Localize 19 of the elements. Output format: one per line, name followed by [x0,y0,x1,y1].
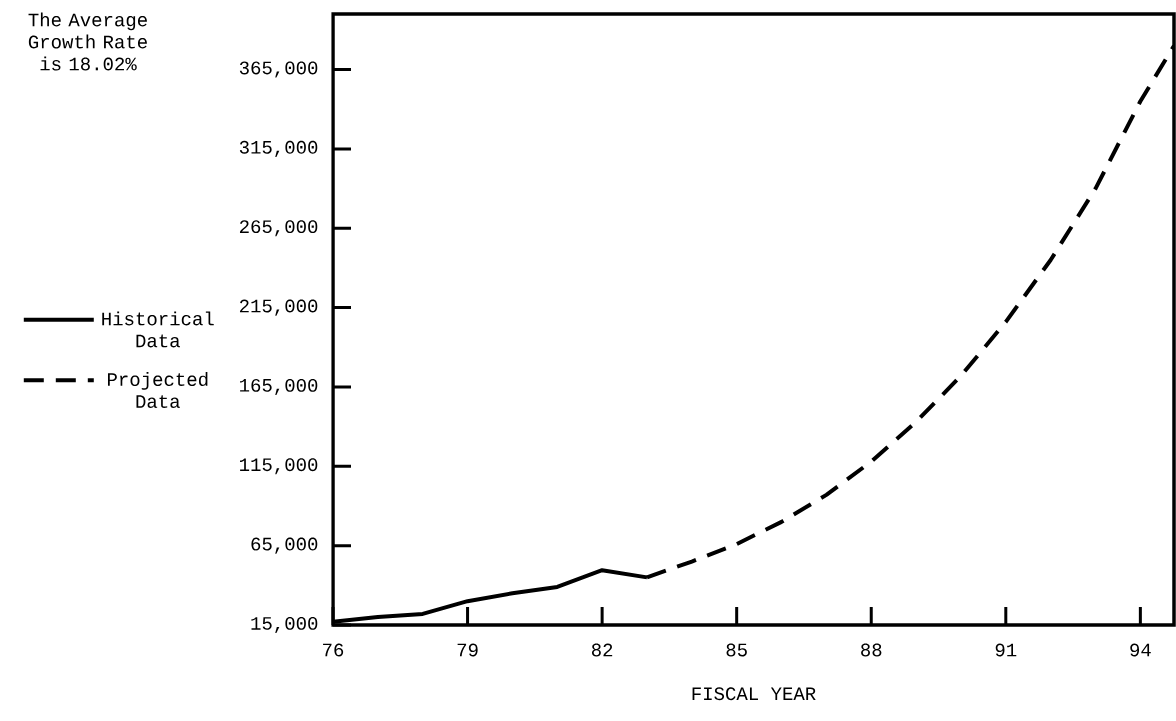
x-tick-label: 82 [591,643,613,657]
x-tick-label: 88 [861,643,882,657]
x-axis-title: FISCAL YEAR [692,687,816,701]
legend-label: Projected Data [107,372,208,408]
text: The Average Growth Rate is 18.02% [28,12,147,71]
y-tick-label: 265,000 [239,220,318,237]
x-tick-label: 91 [995,643,1017,657]
y-tick-label: 15,000 [251,616,318,634]
y-tick-label: 215,000 [239,299,318,316]
y-tick-label: 165,000 [240,378,318,395]
y-tick-label: 365,000 [239,61,318,78]
legend-label: Historical Data [102,311,214,348]
y-tick-label: 65,000 [251,537,318,554]
x-tick-label: 94 [1130,643,1151,657]
x-tick-label: 85 [726,643,747,657]
x-tick-label: 79 [457,643,478,657]
y-tick-label: 115,000 [240,458,318,475]
x-tick-label: 76 [323,643,344,657]
y-tick-label: 315,000 [239,140,318,157]
